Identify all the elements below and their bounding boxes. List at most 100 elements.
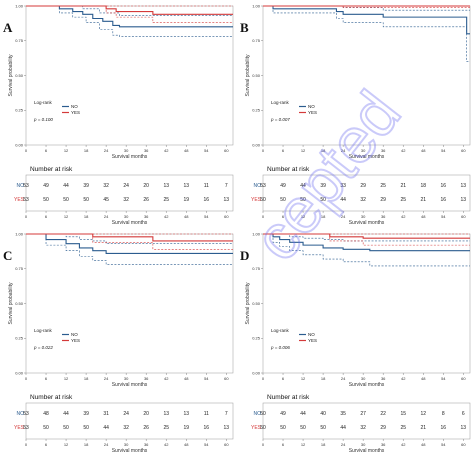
y-axis-label: Survival probability xyxy=(8,54,14,96)
risk-value: 13 xyxy=(183,183,189,189)
risk-value: 29 xyxy=(380,425,386,431)
risk-x-tick-label: 30 xyxy=(124,214,129,219)
risk-value: 50 xyxy=(260,425,266,431)
x-tick-label: 30 xyxy=(124,148,129,153)
risk-value: 53 xyxy=(23,183,29,189)
risk-value: 16 xyxy=(441,197,447,203)
x-tick-label: 6 xyxy=(45,376,48,381)
risk-value: 44 xyxy=(63,411,69,417)
x-tick-label: 6 xyxy=(282,376,285,381)
risk-value: 53 xyxy=(23,411,29,417)
x-tick-label: 30 xyxy=(361,148,366,153)
risk-x-tick-label: 42 xyxy=(401,442,406,447)
risk-value: 7 xyxy=(225,411,228,417)
risk-value: 49 xyxy=(280,411,286,417)
x-tick-label: 54 xyxy=(204,148,209,153)
risk-x-tick-label: 48 xyxy=(184,214,189,219)
risk-value: 50 xyxy=(63,425,69,431)
risk-x-tick-label: 18 xyxy=(84,214,89,219)
risk-table-frame xyxy=(25,174,234,212)
risk-value: 20 xyxy=(143,183,149,189)
risk-value: 11 xyxy=(204,183,209,189)
risk-value: 15 xyxy=(400,411,406,417)
risk-value: 18 xyxy=(420,183,426,189)
risk-value: 13 xyxy=(163,183,169,189)
risk-value: 50 xyxy=(300,425,306,431)
x-tick-label: 36 xyxy=(144,148,149,153)
x-tick-label: 0 xyxy=(25,376,28,381)
risk-x-tick-label: 6 xyxy=(282,214,285,219)
x-tick-label: 42 xyxy=(164,148,169,153)
risk-x-tick-label: 48 xyxy=(184,442,189,447)
risk-value: 44 xyxy=(340,197,346,203)
risk-x-tick-label: 18 xyxy=(321,442,326,447)
risk-value: 13 xyxy=(461,183,467,189)
risk-value: 32 xyxy=(123,197,129,203)
y-tick-label: 0.25 xyxy=(252,336,261,341)
x-tick-label: 42 xyxy=(164,376,169,381)
risk-row-label: NO xyxy=(17,411,25,417)
risk-value: 19 xyxy=(183,197,189,203)
x-tick-label: 60 xyxy=(461,376,466,381)
risk-value: 39 xyxy=(83,183,89,189)
risk-x-tick-label: 48 xyxy=(421,214,426,219)
panel-d: D 0.00 0.25 0.50 0.75 1.00 0 6 12 18 24 30 36 42 48 54 6… xyxy=(240,231,471,454)
risk-value: 50 xyxy=(43,197,49,203)
x-tick-label: 36 xyxy=(144,376,149,381)
x-tick-label: 24 xyxy=(104,376,109,381)
risk-value: 25 xyxy=(400,425,406,431)
y-tick-label: 1.00 xyxy=(15,3,24,8)
x-tick-label: 6 xyxy=(282,148,285,153)
ci-lower-no xyxy=(26,5,233,37)
survival-curve-yes xyxy=(263,233,470,239)
survival-curve-yes xyxy=(26,5,233,15)
risk-table-title: Number at risk xyxy=(267,394,310,401)
risk-x-tick-label: 30 xyxy=(124,442,129,447)
risk-table-frame xyxy=(25,402,234,440)
risk-value: 24 xyxy=(123,183,129,189)
x-tick-label: 12 xyxy=(301,148,306,153)
x-tick-label: 54 xyxy=(441,148,446,153)
x-axis-label: Survival months xyxy=(112,382,148,388)
risk-value: 21 xyxy=(420,425,426,431)
x-tick-label: 30 xyxy=(361,376,366,381)
risk-x-tick-label: 60 xyxy=(461,214,466,219)
panel-b: B 0.00 0.25 0.50 0.75 1.00 0 6 12 18 24 30 36 42 48 54 6… xyxy=(240,3,471,226)
risk-x-tick-label: 60 xyxy=(224,442,229,447)
risk-value: 50 xyxy=(280,425,286,431)
legend-entry: YES xyxy=(71,110,80,115)
risk-value: 26 xyxy=(143,425,149,431)
risk-value: 6 xyxy=(462,411,465,417)
panel-letter: B xyxy=(240,20,249,35)
risk-x-tick-label: 36 xyxy=(381,214,386,219)
p-value: p = 0.100 xyxy=(33,117,53,122)
risk-value: 39 xyxy=(320,183,326,189)
y-axis-label: Survival probability xyxy=(8,282,14,324)
panel-letter: D xyxy=(240,248,249,263)
survival-curve-no xyxy=(263,5,470,35)
risk-value: 48 xyxy=(43,411,49,417)
x-tick-label: 18 xyxy=(84,148,89,153)
x-tick-label: 24 xyxy=(104,148,109,153)
risk-table-title: Number at risk xyxy=(30,166,73,173)
x-tick-label: 12 xyxy=(64,148,69,153)
risk-x-tick-label: 24 xyxy=(104,214,109,219)
watermark: cepted xyxy=(239,78,414,274)
risk-x-tick-label: 54 xyxy=(204,442,209,447)
panel-letter: C xyxy=(3,248,12,263)
risk-x-tick-label: 24 xyxy=(104,442,109,447)
risk-table-title: Number at risk xyxy=(30,394,73,401)
legend-entry: YES xyxy=(308,110,317,115)
risk-value: 13 xyxy=(461,425,467,431)
risk-x-tick-label: 18 xyxy=(84,442,89,447)
x-tick-label: 60 xyxy=(461,148,466,153)
x-tick-label: 18 xyxy=(321,376,326,381)
survival-curve-no xyxy=(26,5,233,28)
x-tick-label: 12 xyxy=(64,376,69,381)
legend-entry: YES xyxy=(308,338,317,343)
risk-x-tick-label: 24 xyxy=(341,442,346,447)
risk-value: 12 xyxy=(420,411,426,417)
risk-x-tick-label: 36 xyxy=(144,214,149,219)
